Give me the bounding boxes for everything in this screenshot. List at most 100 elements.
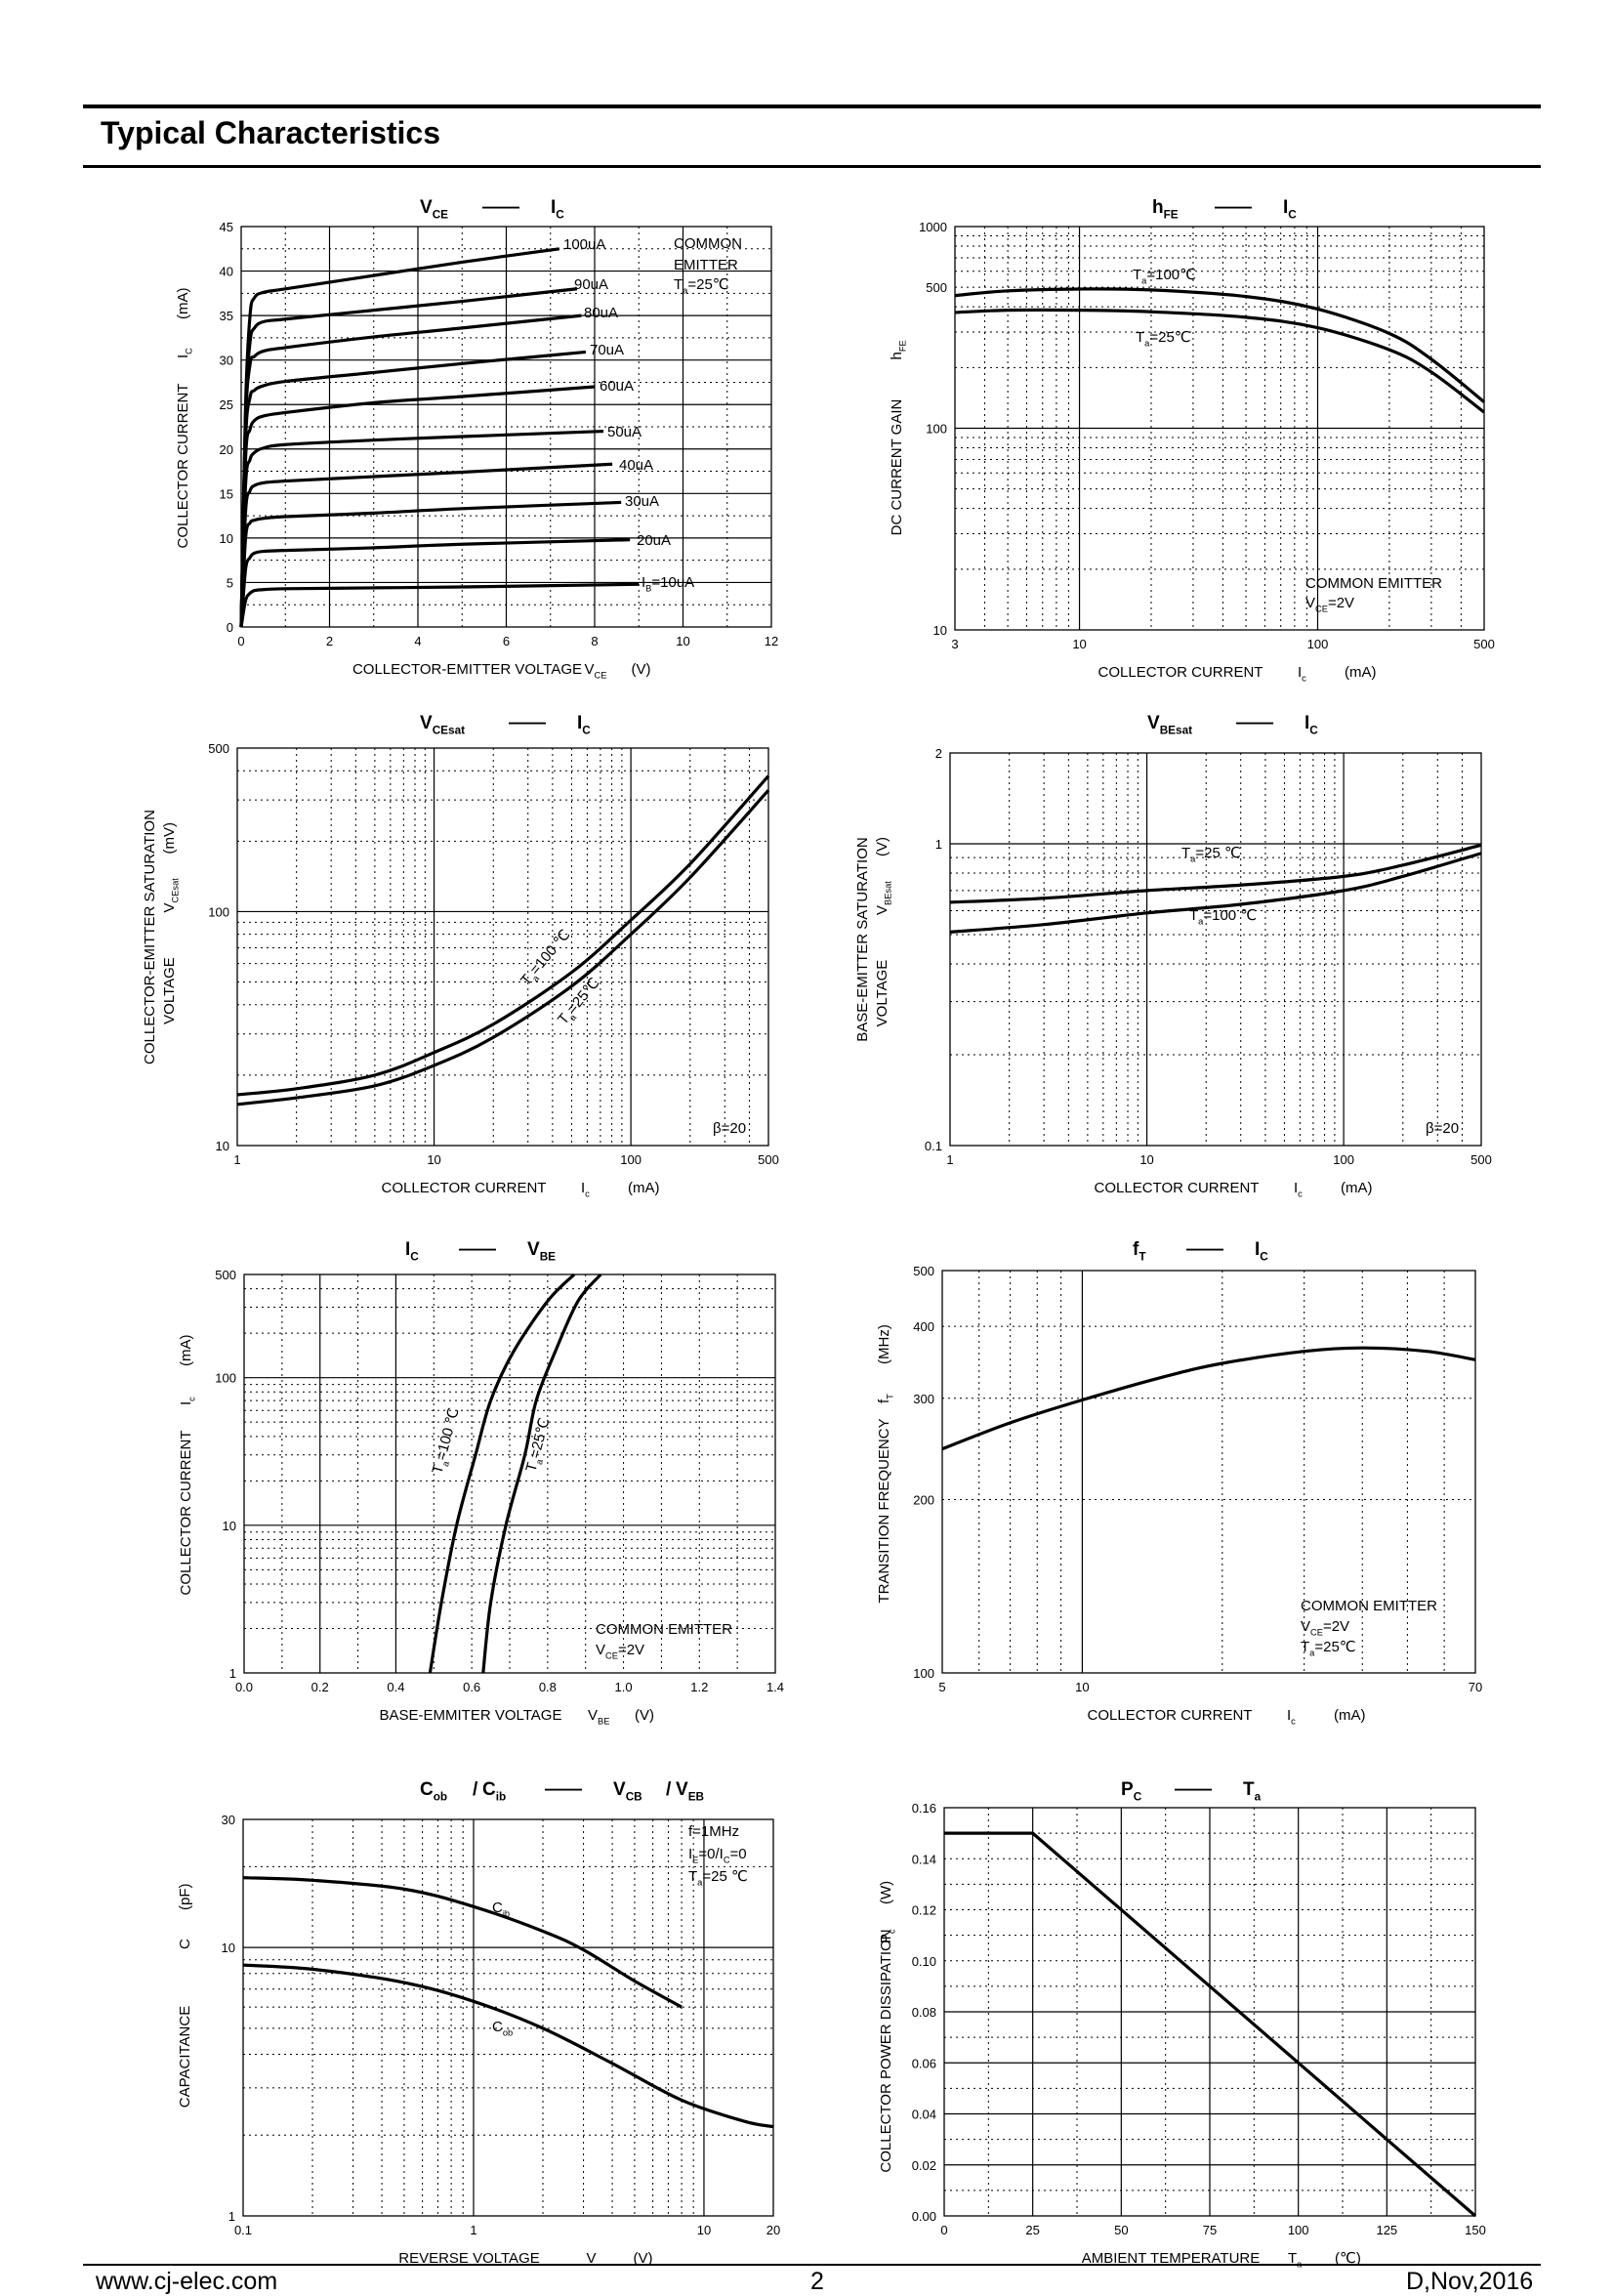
y-tick-label: 100 [208, 904, 229, 919]
x-axis-label: COLLECTOR CURRENT [1095, 1180, 1260, 1196]
x-axis-symbol: Ic [581, 1180, 590, 1199]
chart-title-part: —— [1186, 1239, 1223, 1260]
series-label: Ta=25℃ [1136, 329, 1191, 349]
x-axis-symbol: Ic [1287, 1707, 1296, 1727]
x-tick-label: 6 [503, 634, 510, 648]
chart-annotation: COMMON EMITTER [1301, 1598, 1437, 1614]
y-tick-label: 400 [913, 1319, 934, 1334]
series-label: 80uA [584, 305, 618, 321]
x-axis-symbol: VCE [585, 661, 607, 681]
x-tick-label: 100 [1333, 1152, 1354, 1167]
chart-hfe-ic: 3 10 100 500 10 100 500 1000 COLLECTOR CURRENT Ic… [889, 197, 1495, 684]
y-tick-label: 500 [926, 280, 947, 295]
series-label: Ta=25℃ [522, 1416, 555, 1475]
y-tick-label: 0 [227, 620, 233, 635]
x-tick-label: 0 [237, 634, 244, 648]
y-tick-label: 0.02 [912, 2158, 936, 2173]
chart-title-part: IC [577, 713, 591, 737]
x-tick-label: 3 [951, 637, 958, 651]
series-label: Ta=100 ℃ [1189, 907, 1257, 927]
y-axis-unit: (mA) [175, 288, 191, 320]
y-axis-unit: (V) [874, 837, 890, 856]
series-label: 40uA [619, 457, 653, 474]
x-tick-label: 0.2 [311, 1680, 329, 1694]
x-tick-label: 12 [765, 634, 778, 648]
x-tick-label: 75 [1203, 2223, 1217, 2237]
plot-frame [236, 747, 769, 1147]
chart-title-part: IC [1255, 1239, 1268, 1264]
x-tick-label: 1 [233, 1152, 240, 1167]
y-axis-label: DC CURRENT GAIN [889, 399, 905, 536]
y-tick-label: 30 [220, 354, 233, 368]
chart-title-part: —— [1175, 1779, 1212, 1800]
x-axis-label: BASE-EMMITER VOLTAGE [380, 1707, 562, 1724]
x-tick-label: 150 [1465, 2223, 1486, 2237]
x-tick-label: 0.6 [463, 1680, 480, 1694]
chart-vcesat-ic: 1 10 100 500 10 100 500 COLLECTOR CURRENT Ic (mA)… [142, 713, 779, 1199]
y-tick-label: 0.06 [912, 2056, 936, 2070]
y-tick-label: 15 [220, 486, 233, 501]
y-tick-label: 35 [220, 309, 233, 323]
x-tick-label: 100 [620, 1152, 642, 1167]
x-axis-unit: (mA) [628, 1180, 660, 1196]
series-line [949, 852, 1482, 934]
chart-title-part: Cob [420, 1779, 447, 1804]
y-axis-label: COLLECTOR CURRENT [175, 384, 191, 549]
plot-frame [242, 1818, 774, 2217]
chart-annotation: COMMON EMITTER [1305, 575, 1442, 592]
y-tick-label: 30 [222, 1813, 235, 1827]
chart-annotation: IE=0/IC=0 [688, 1846, 747, 1865]
y-tick-label: 0.08 [912, 2005, 936, 2020]
x-axis-symbol: Ic [1294, 1180, 1303, 1199]
chart-title-part: —— [545, 1779, 582, 1800]
footer-website[interactable]: www.cj-elec.com [96, 2268, 278, 2295]
y-axis-symbol: Ic [178, 1397, 197, 1405]
chart-title-part: IC [405, 1239, 419, 1264]
x-tick-label: 500 [1470, 1152, 1492, 1167]
x-tick-label: 0 [940, 2223, 947, 2237]
y-tick-label: 500 [208, 741, 229, 756]
series-label: IB=10uA [642, 574, 694, 594]
y-tick-label: 200 [913, 1493, 934, 1508]
chart-vce-ic: 0 2 4 6 8 10 12 0 5 10 15 20 25 30 35 40 45 COLLECTOR-EMI… [175, 197, 778, 681]
title-underline [83, 165, 1541, 168]
x-axis-unit: (V) [635, 1707, 654, 1724]
y-axis-label-2: VOLTAGE [161, 957, 178, 1024]
series-label: Ta=100℃ [1133, 267, 1196, 286]
y-axis-symbol: IC [175, 348, 194, 358]
chart-title-part: —— [459, 1239, 496, 1260]
y-tick-label: 300 [913, 1392, 934, 1406]
chart-title-part: —— [482, 197, 519, 218]
y-axis-unit: (mA) [178, 1335, 194, 1367]
chart-annotation: EMITTER [674, 257, 738, 273]
y-tick-label: 100 [215, 1371, 236, 1386]
series-line [242, 1876, 683, 2009]
y-axis-label: BASE-EMITTER SATURATION [854, 837, 871, 1041]
y-tick-label: 5 [227, 575, 233, 590]
chart-annotation: Ta=25℃ [1301, 1639, 1356, 1658]
series-line [239, 582, 640, 628]
x-axis-label: COLLECTOR CURRENT [1098, 664, 1263, 681]
y-tick-label: 1 [935, 837, 942, 852]
x-axis-label: COLLECTOR CURRENT [382, 1180, 547, 1196]
y-axis-label: TRANSITION FREQUENCY [876, 1418, 892, 1603]
series-line [239, 385, 596, 628]
y-axis-label: COLLECTOR-EMITTER SATURATION [142, 810, 158, 1065]
x-tick-label: 8 [591, 634, 598, 648]
x-tick-label: 10 [1139, 1152, 1153, 1167]
x-axis-symbol: Ic [1298, 664, 1306, 684]
x-axis-unit: (V) [632, 661, 651, 678]
chart-title-part: VBE [527, 1239, 556, 1264]
chart-title-part: PC [1121, 1779, 1142, 1804]
x-axis-label: COLLECTOR-EMITTER VOLTAGE [352, 661, 582, 678]
y-axis-unit: (MHz) [876, 1324, 892, 1364]
chart-annotation: β=20 [1426, 1120, 1459, 1137]
series-line [941, 1346, 1476, 1451]
y-tick-label: 10 [220, 531, 233, 546]
y-tick-label: 0.00 [912, 2209, 936, 2224]
chart-title-part: VBEsat [1147, 713, 1192, 737]
series-line [239, 247, 560, 628]
y-axis-symbol: Pc [878, 1929, 897, 1943]
series-label: Ta=25℃ [555, 975, 604, 1029]
